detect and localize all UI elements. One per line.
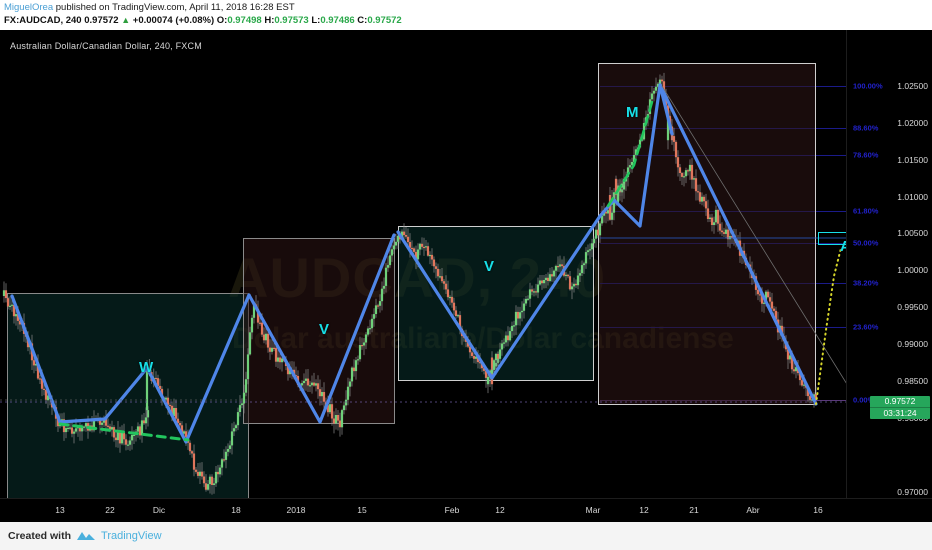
time-tick: 2018	[286, 505, 306, 515]
chart-header: MiguelOrea published on TradingView.com,…	[0, 0, 932, 30]
quote-line: FX:AUDCAD, 240 0.97572 ▲ +0.00074 (+0.08…	[4, 14, 932, 27]
pattern-label-w: W	[139, 359, 154, 376]
created-with-label: Created with	[8, 530, 72, 542]
fib-label: 23.60%	[853, 322, 879, 332]
drawing-overlay[interactable]	[0, 30, 846, 498]
pattern-label-v: V	[484, 258, 495, 275]
price-tick: 1.00500	[897, 228, 928, 238]
fib-label: 78.60%	[853, 150, 879, 160]
close-key: C:	[357, 15, 368, 26]
bar-countdown: 03:31:24	[870, 407, 930, 419]
current-price-value: 0.97572	[884, 396, 916, 406]
price-plot[interactable]: AUDCAD, 240 Dólar australiano/Dólar cana…	[0, 30, 846, 498]
footer-bar: Created with TradingView	[0, 522, 932, 550]
fib-label: 0.00%	[853, 395, 875, 405]
projection-line-a[interactable]	[815, 247, 842, 405]
close-value: 0.97572	[367, 15, 402, 26]
chart-title: Australian Dollar/Canadian Dollar, 240, …	[10, 41, 202, 51]
trendline-w[interactable]	[10, 293, 251, 444]
fib-label: 88.60%	[853, 123, 879, 133]
price-tick: 1.01000	[897, 192, 928, 202]
pattern-label-a: A	[840, 238, 846, 255]
tradingview-logo-icon	[76, 529, 96, 543]
open-value: 0.97498	[227, 15, 262, 26]
symbol-label[interactable]: FX:AUDCAD, 240	[4, 15, 82, 26]
fib-label: 61.80%	[853, 206, 879, 216]
time-tick: Mar	[585, 505, 601, 515]
chart-area[interactable]: AUDCAD, 240 Dólar australiano/Dólar cana…	[0, 30, 932, 522]
pattern-label-m: M	[626, 104, 639, 121]
fib-label: 50.00%	[853, 238, 879, 248]
price-tick: 1.02500	[897, 81, 928, 91]
price-tick: 0.99000	[897, 339, 928, 349]
time-tick: 15	[357, 505, 367, 515]
time-tick: 18	[231, 505, 241, 515]
publication-text: published on TradingView.com, April 11, …	[55, 2, 295, 13]
time-tick: 21	[689, 505, 699, 515]
time-tick: 12	[495, 505, 505, 515]
time-tick: Dic	[152, 505, 166, 515]
price-tick: 0.98500	[897, 376, 928, 386]
last-price: 0.97572	[84, 15, 119, 26]
current-price-badge: 0.97572 03:31:24	[870, 396, 930, 419]
time-axis[interactable]: 13 22 Dic 18 2018 15 Feb 12 Mar 12 21 Abr 16	[0, 498, 932, 522]
price-tick: 0.99500	[897, 302, 928, 312]
trendline-m-right[interactable]	[658, 83, 818, 406]
fib-label: 100.00%	[853, 81, 883, 91]
price-tick: 1.00000	[897, 265, 928, 275]
time-tick: 13	[55, 505, 65, 515]
tradingview-brand[interactable]: TradingView	[101, 530, 162, 542]
time-tick: Feb	[444, 505, 460, 515]
target-box	[818, 232, 846, 245]
open-key: O:	[216, 15, 228, 26]
publication-line: MiguelOrea published on TradingView.com,…	[4, 2, 932, 14]
pattern-label-v: V	[319, 321, 330, 338]
low-value: 0.97486	[320, 15, 355, 26]
fib-label: 38.20%	[853, 278, 879, 288]
high-key: H:	[264, 15, 275, 26]
up-triangle-icon: ▲	[121, 15, 131, 25]
price-tick: 1.01500	[897, 155, 928, 165]
time-tick: 12	[639, 505, 649, 515]
author-name[interactable]: MiguelOrea	[4, 2, 54, 13]
time-tick: 22	[105, 505, 115, 515]
price-tick: 1.02000	[897, 118, 928, 128]
support-line-w[interactable]	[58, 422, 190, 442]
time-tick: Abr	[746, 505, 760, 515]
high-value: 0.97573	[274, 15, 309, 26]
price-axis[interactable]: 1.02500 1.02000 1.01500 1.01000 1.00500 1.000…	[846, 30, 932, 498]
trendline-v2[interactable]	[396, 214, 602, 380]
low-key: L:	[311, 15, 321, 26]
price-tick: 0.97000	[897, 487, 928, 497]
price-change: +0.00074 (+0.08%)	[132, 15, 215, 26]
time-tick: 16	[813, 505, 823, 515]
